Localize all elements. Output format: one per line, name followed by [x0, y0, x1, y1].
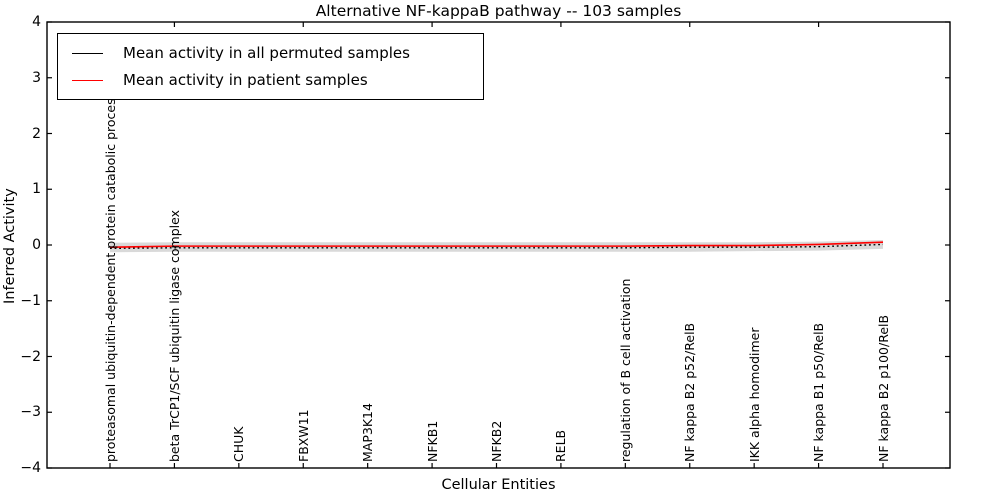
legend: Mean activity in all permuted samples Me… — [57, 33, 484, 100]
x-tick-label: NF kappa B2 p52/RelB — [682, 322, 698, 462]
legend-line-patient-icon — [72, 79, 103, 81]
x-tick-label: proteasomal ubiquitin-dependent protein … — [102, 91, 118, 462]
x-tick-label: beta TrCP1/SCF ubiquitin ligase complex — [166, 210, 182, 462]
legend-label-patient: Mean activity in patient samples — [123, 71, 368, 89]
y-tick-label: 4 — [32, 14, 41, 30]
y-tick-label: 3 — [32, 69, 41, 86]
x-tick-label: RELB — [553, 429, 569, 462]
y-tick-label: −1 — [20, 292, 41, 309]
x-tick-label: IKK alpha homodimer — [746, 327, 762, 463]
series-line-patient — [109, 241, 884, 249]
x-tick-label: NFKB2 — [489, 420, 504, 462]
y-tick-label: −4 — [20, 460, 41, 476]
y-tick-label: 1 — [32, 181, 41, 198]
legend-row-permuted: Mean activity in all permuted samples — [58, 43, 483, 63]
y-tick-label: 2 — [32, 125, 41, 142]
legend-label-permuted: Mean activity in all permuted samples — [123, 44, 410, 62]
chart-title: Alternative NF-kappaB pathway -- 103 sam… — [315, 2, 682, 20]
x-tick-label: NF kappa B2 p100/RelB — [875, 314, 891, 462]
legend-line-permuted-icon — [72, 52, 103, 54]
series-line-permuted — [109, 243, 884, 250]
x-tick-label: CHUK — [231, 426, 247, 462]
x-tick-label: NF kappa B1 p50/RelB — [811, 322, 827, 462]
y-tick-label: −2 — [20, 348, 41, 365]
x-tick-label: regulation of B cell activation — [617, 278, 633, 462]
y-tick-label: 0 — [32, 237, 41, 253]
legend-row-patient: Mean activity in patient samples — [58, 70, 483, 90]
x-tick-label: NFKB1 — [424, 420, 440, 462]
x-tick-label: MAP3K14 — [360, 403, 376, 462]
x-tick-label: FBXW11 — [295, 409, 311, 462]
y-tick-label: −3 — [20, 404, 41, 421]
x-axis-label: Cellular Entities — [441, 477, 556, 493]
